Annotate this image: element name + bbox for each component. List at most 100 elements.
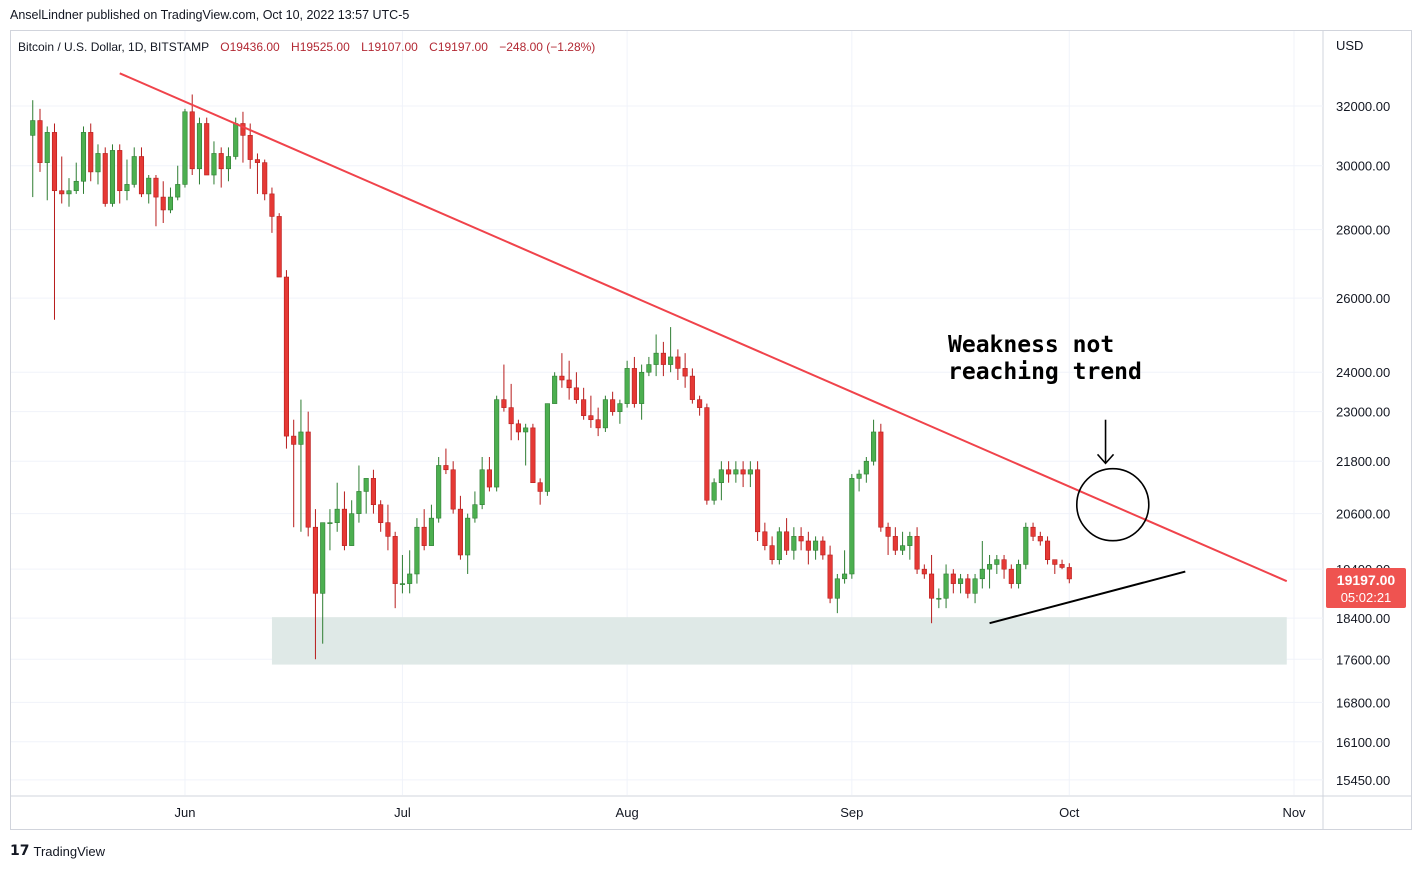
candle-body [842, 573, 848, 580]
candle [639, 364, 645, 420]
candle [312, 509, 318, 660]
candle [900, 531, 906, 555]
candle [196, 117, 203, 185]
candle [370, 469, 376, 514]
candle [88, 123, 94, 182]
candle-body [508, 407, 514, 425]
candle-body [776, 531, 782, 560]
candle [291, 419, 297, 528]
candle-body [392, 536, 398, 584]
candle [436, 456, 442, 523]
candle-body [341, 508, 347, 546]
candle-body [639, 371, 645, 404]
price-axis[interactable]: USD 32000.00 30000.00 28000.00 26000.00 2400… [1336, 38, 1390, 788]
time-tick-label: Oct [1059, 805, 1080, 820]
candle-body [813, 540, 819, 551]
candle-body [109, 150, 116, 204]
candle-body [921, 568, 927, 575]
candle [907, 531, 913, 560]
candle-body [624, 368, 630, 404]
support-zone-box [271, 617, 1287, 665]
candle-body [472, 504, 478, 519]
candle-body [428, 517, 434, 546]
candle-body [537, 482, 543, 492]
support-trendline[interactable] [989, 570, 1186, 625]
candle [501, 364, 507, 412]
candle [225, 147, 232, 182]
candle-body [1008, 568, 1014, 584]
candle [755, 461, 761, 541]
candle-body [37, 120, 43, 163]
candle-body [805, 540, 811, 551]
candle [805, 531, 811, 565]
candle-body [515, 423, 521, 433]
candle [950, 569, 956, 594]
candle [849, 474, 855, 579]
last-price-label: 19197.00 05:02:21 [1326, 568, 1406, 608]
candle-body [479, 469, 485, 505]
price-tick-label: 20600.00 [1336, 507, 1390, 522]
candle-body [769, 545, 775, 560]
candle [885, 522, 891, 555]
candle [747, 461, 753, 488]
candle-body [196, 123, 203, 170]
candle-body [436, 465, 442, 519]
candle-body [675, 356, 681, 369]
candle-body [182, 111, 188, 185]
candle [392, 531, 398, 609]
candle-body [153, 177, 159, 198]
candle [124, 159, 130, 201]
legend-change: −248.00 (−1.28%) [499, 40, 595, 54]
candle-body [233, 123, 239, 157]
candle [189, 94, 195, 176]
candle-body [370, 478, 376, 505]
candle-body [283, 276, 289, 437]
time-axis[interactable]: Jun Jul Aug Sep Oct Nov [174, 805, 1306, 820]
legend-symbol: Bitcoin / U.S. Dollar, 1D, BITSTAMP [18, 40, 209, 54]
candle [1052, 559, 1058, 574]
candle-body [167, 196, 174, 211]
candle-body [276, 216, 282, 278]
candle [240, 111, 246, 163]
legend-low: L19107.00 [361, 40, 418, 54]
candle [80, 126, 87, 194]
candle [37, 108, 43, 172]
candle [965, 573, 971, 599]
candle-body [668, 356, 674, 365]
candle-body [1059, 564, 1065, 568]
candle [602, 395, 608, 432]
resistance-trendline[interactable] [119, 72, 1288, 583]
candle [356, 465, 362, 523]
candle-body [979, 568, 985, 580]
candle-body [30, 120, 36, 136]
candle-body [718, 469, 724, 484]
candle-body [849, 478, 855, 575]
candle [472, 491, 478, 523]
last-price-value: 19197.00 [1337, 572, 1396, 588]
candle [457, 495, 463, 560]
candle [153, 175, 159, 227]
candle-body [95, 153, 101, 173]
candle-body [225, 156, 232, 170]
candle-body [240, 123, 246, 136]
annotation-arrow-head [1096, 453, 1115, 465]
candle [450, 461, 456, 514]
candle [871, 419, 877, 466]
candle [820, 536, 826, 560]
candle-body [494, 399, 500, 488]
highlight-circle[interactable] [1075, 467, 1150, 542]
candle-body [298, 431, 304, 445]
chart-panel[interactable] [10, 30, 1412, 830]
candle-body [747, 469, 753, 475]
candle-body [211, 153, 217, 176]
tradingview-logo[interactable]: 17 TradingView [10, 843, 105, 859]
candle [428, 504, 434, 546]
candle-body [349, 513, 355, 546]
candle [733, 461, 739, 483]
candle-body [414, 526, 420, 575]
candle-body [573, 387, 579, 400]
candle-body [1037, 536, 1043, 542]
candle-body [871, 431, 877, 462]
candle-body [827, 554, 833, 599]
